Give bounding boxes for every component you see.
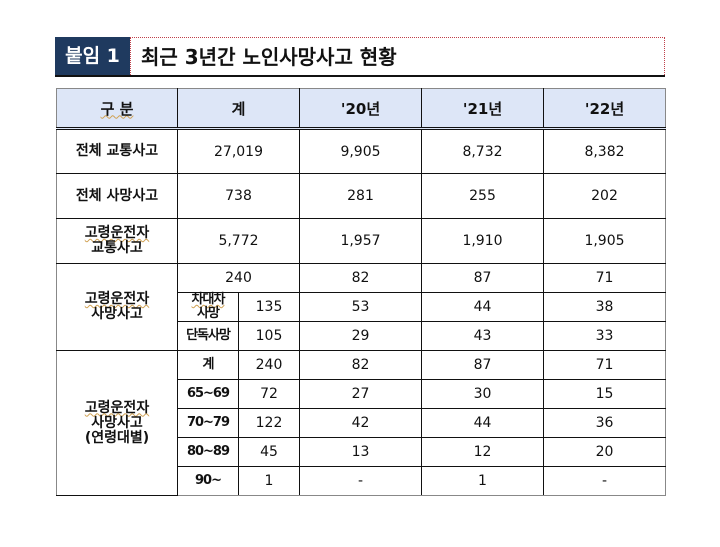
- age-label: 계: [177, 350, 239, 380]
- cell-2021: 255: [421, 173, 544, 219]
- age-label: 90~: [177, 466, 239, 496]
- cell-total: 27,019: [177, 128, 300, 174]
- cell-total: 45: [238, 437, 300, 467]
- cell-total: 72: [238, 379, 300, 409]
- cell-2021: 1,910: [421, 218, 544, 264]
- header-row: 구 분 계 '20년 '21년 '22년: [56, 88, 666, 130]
- header-2022: '22년: [543, 88, 666, 130]
- age-label: 70~79: [177, 408, 239, 438]
- sub-label: 차대차 사망: [177, 292, 239, 322]
- cell-2021: 87: [421, 263, 544, 293]
- cell-2021: 44: [421, 408, 544, 438]
- cell-2022: 36: [543, 408, 666, 438]
- cell-2020: 82: [299, 263, 422, 293]
- cell-2021: 8,732: [421, 128, 544, 174]
- table-row: 고령운전자 사망사고 240 82 87 71: [56, 263, 666, 351]
- cell-total: 738: [177, 173, 300, 219]
- table-row: 전체 사망사고 738 281 255 202: [56, 173, 666, 219]
- age-label: 80~89: [177, 437, 239, 467]
- cell-2020: 29: [299, 321, 422, 351]
- cell-2021: 44: [421, 292, 544, 322]
- cell-2020: 1,957: [299, 218, 422, 264]
- sub-label: 단독사망: [177, 321, 239, 351]
- cell-total: 135: [238, 292, 300, 322]
- header-category: 구 분: [56, 88, 178, 130]
- cell-total: 122: [238, 408, 300, 438]
- stats-table: 구 분 계 '20년 '21년 '22년 전체 교통사고 27,019 9,90…: [56, 88, 666, 496]
- cell-2022: 71: [543, 263, 666, 293]
- page-title: 최근 3년간 노인사망사고 현황: [130, 37, 665, 75]
- row-label: 전체 교통사고: [56, 128, 178, 174]
- cell-2021: 12: [421, 437, 544, 467]
- cell-2020: -: [299, 466, 422, 496]
- table-row: 차대차 사망 135 53 44 38: [57, 292, 666, 322]
- cell-2020: 42: [299, 408, 422, 438]
- cell-total: 1: [238, 466, 300, 496]
- cell-2021: 30: [421, 379, 544, 409]
- cell-total: 240: [238, 350, 300, 380]
- cell-total: 105: [238, 321, 300, 351]
- cell-2022: 38: [543, 292, 666, 322]
- cell-2021: 87: [421, 350, 544, 380]
- cell-total: 240: [177, 263, 300, 293]
- table-row: 80~89 45 13 12 20: [57, 437, 666, 467]
- cell-2022: 8,382: [543, 128, 666, 174]
- title-bar: 붙임 1 최근 3년간 노인사망사고 현황: [55, 37, 665, 77]
- cell-2021: 43: [421, 321, 544, 351]
- cell-2020: 53: [299, 292, 422, 322]
- cell-2022: 33: [543, 321, 666, 351]
- cell-2020: 27: [299, 379, 422, 409]
- cell-2020: 281: [299, 173, 422, 219]
- table-row: 전체 교통사고 27,019 9,905 8,732 8,382: [56, 128, 666, 174]
- cell-2022: 202: [543, 173, 666, 219]
- attachment-badge: 붙임 1: [55, 37, 130, 75]
- row-label: 고령운전자 교통사고: [56, 218, 178, 264]
- age-label: 65~69: [177, 379, 239, 409]
- row-label: 고령운전자 사망사고 (연령대별): [56, 350, 178, 496]
- cell-2022: 1,905: [543, 218, 666, 264]
- cell-2021: 1: [421, 466, 544, 496]
- header-2020: '20년: [299, 88, 422, 130]
- row-label: 고령운전자 사망사고: [56, 263, 178, 351]
- cell-2022: 15: [543, 379, 666, 409]
- table-row: 70~79 122 42 44 36: [57, 408, 666, 438]
- header-total: 계: [177, 88, 300, 130]
- cell-2020: 9,905: [299, 128, 422, 174]
- table-row: 고령운전자 교통사고 5,772 1,957 1,910 1,905: [56, 218, 666, 264]
- cell-total: 5,772: [177, 218, 300, 264]
- header-2021: '21년: [421, 88, 544, 130]
- cell-2020: 82: [299, 350, 422, 380]
- cell-2022: 71: [543, 350, 666, 380]
- table-row: 고령운전자 사망사고 (연령대별) 계 240 82 87 71: [56, 350, 666, 496]
- cell-2022: -: [543, 466, 666, 496]
- table-row: 90~ 1 - 1 -: [57, 466, 666, 496]
- row-label: 전체 사망사고: [56, 173, 178, 219]
- cell-2020: 13: [299, 437, 422, 467]
- cell-2022: 20: [543, 437, 666, 467]
